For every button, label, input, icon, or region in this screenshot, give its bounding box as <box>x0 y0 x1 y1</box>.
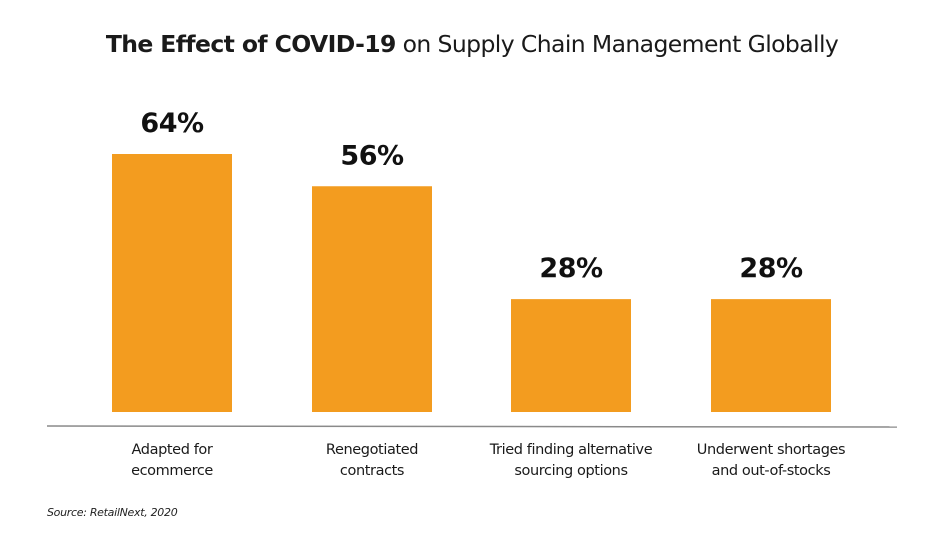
category-label-3-line-1: Tried finding alternative <box>489 442 653 458</box>
chart-title-rest: on Supply Chain Management Globally <box>395 30 839 58</box>
category-label-4-line-2: and out-of-stocks <box>712 463 831 479</box>
bar-3 <box>511 299 631 412</box>
category-labels-group: Adapted for ecommerce Renegotiated contract… <box>131 442 846 479</box>
value-label-2: 56% <box>340 140 404 171</box>
category-label-4-line-1: Underwent shortages <box>697 442 845 458</box>
value-label-4: 28% <box>739 253 803 284</box>
bar-2 <box>312 186 432 412</box>
bar-4 <box>711 299 831 412</box>
category-label-2-line-1: Renegotiated <box>326 442 418 458</box>
value-labels-group: 64% 56% 28% 28% <box>140 108 803 284</box>
bar-1 <box>112 154 232 412</box>
bars-group <box>112 154 831 412</box>
chart-title: The Effect of COVID-19 on Supply Chain M… <box>0 30 944 58</box>
category-label-1-line-2: ecommerce <box>131 463 213 479</box>
chart-title-bold: The Effect of COVID-19 <box>105 30 397 58</box>
source-note: Source: RetailNext, 2020 <box>47 506 178 519</box>
category-label-2-line-2: contracts <box>340 463 404 479</box>
value-label-1: 64% <box>140 108 204 139</box>
value-label-3: 28% <box>539 253 603 284</box>
category-label-3-line-2: sourcing options <box>514 463 627 479</box>
category-label-1-line-1: Adapted for <box>132 442 213 458</box>
x-axis-line <box>46 425 898 428</box>
